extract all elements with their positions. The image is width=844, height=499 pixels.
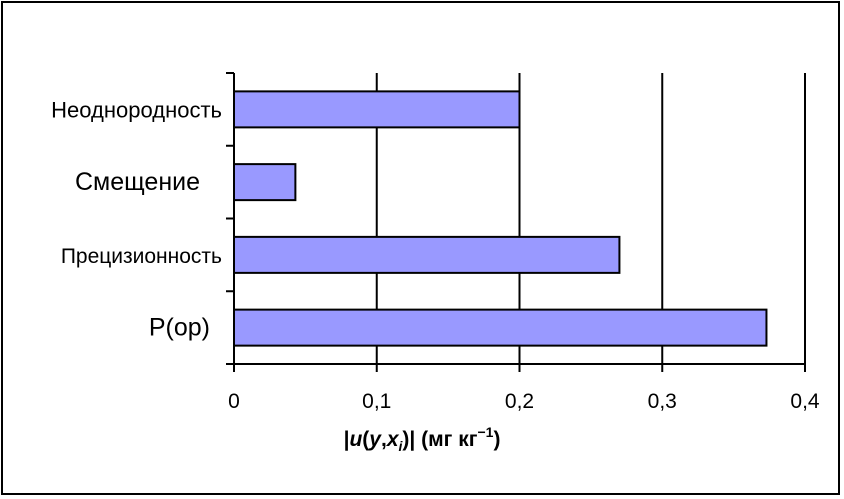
category-label: Прецизионность	[61, 245, 222, 268]
bar	[233, 163, 297, 202]
x-tick-labels: 0 0,1 0,2 0,3 0,4	[228, 390, 820, 413]
x-tick-label: 0,3	[648, 390, 677, 413]
bars	[233, 90, 768, 347]
x-tick-label: 0,1	[362, 390, 391, 413]
bar	[233, 308, 768, 347]
x-tick-label: 0	[228, 390, 240, 413]
category-label: Смещение	[75, 168, 200, 196]
bar	[233, 90, 521, 129]
x-tick-label: 0,2	[505, 390, 534, 413]
x-axis-label: |u(y,xi)| (мг кг−1)	[344, 424, 501, 454]
category-label: P(op)	[149, 314, 210, 342]
axes	[226, 72, 806, 372]
category-label: Неоднородность	[51, 97, 222, 122]
bar	[233, 235, 621, 274]
x-tick-label: 0,4	[790, 390, 820, 413]
category-labels: Неоднородность Смещение Прецизионность P(op…	[51, 97, 222, 341]
